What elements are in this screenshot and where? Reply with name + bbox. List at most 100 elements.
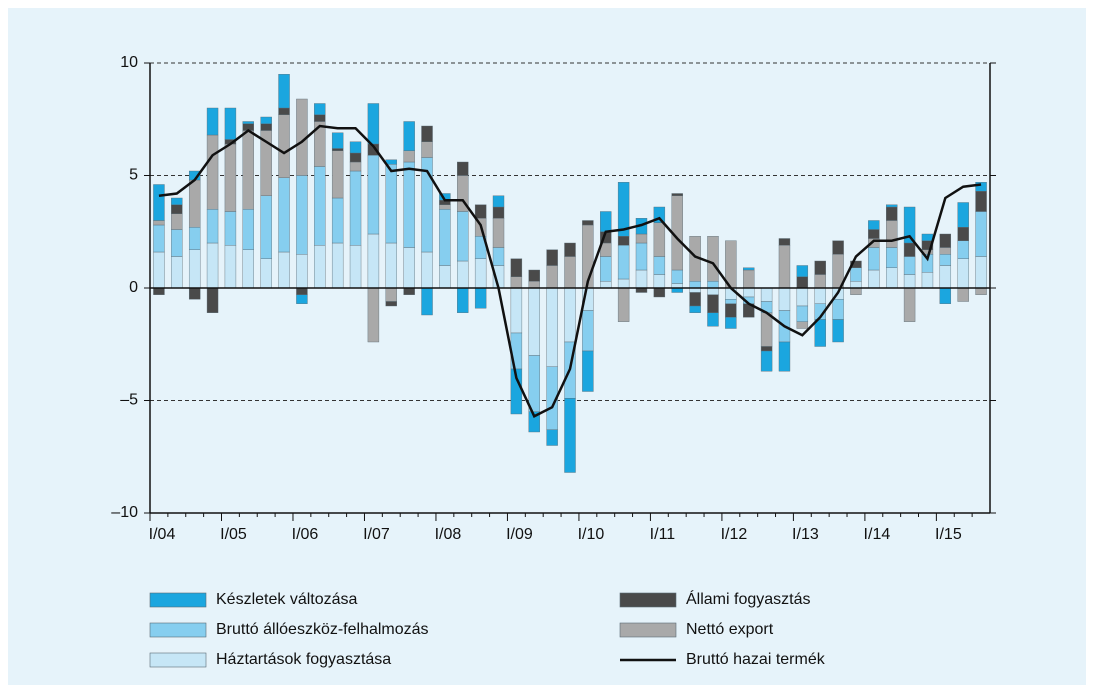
bar — [403, 121, 415, 151]
x-tick-label: I/10 — [578, 526, 605, 543]
bar — [153, 287, 165, 295]
bar — [707, 312, 719, 327]
legend-label: Bruttó hazai termék — [686, 651, 826, 668]
bar — [635, 269, 648, 289]
bar — [903, 206, 916, 244]
bar — [689, 281, 701, 289]
bar — [260, 195, 272, 259]
bar — [921, 233, 934, 241]
bar — [707, 236, 719, 282]
bar — [760, 350, 773, 372]
bar — [725, 303, 737, 318]
bar — [457, 161, 469, 176]
bar — [617, 245, 630, 280]
bar — [492, 247, 505, 266]
bar — [224, 245, 237, 289]
bar — [260, 258, 272, 289]
bar — [206, 242, 219, 289]
bar — [796, 321, 809, 329]
bar — [457, 211, 469, 262]
bar — [314, 114, 326, 122]
bar — [206, 287, 219, 313]
legend-label: Állami fogyasztás — [686, 589, 811, 608]
bar — [778, 238, 791, 246]
bar — [743, 269, 755, 289]
bar — [331, 242, 344, 289]
bar — [707, 287, 719, 295]
bar — [617, 278, 630, 289]
bar — [957, 240, 969, 259]
bar — [439, 204, 451, 210]
bar — [242, 130, 254, 210]
bar — [725, 287, 737, 300]
bar — [331, 150, 344, 199]
bar — [886, 220, 898, 248]
bar — [457, 287, 469, 313]
bar — [975, 211, 987, 257]
line — [158, 124, 982, 418]
bar — [421, 287, 433, 316]
bar — [421, 125, 433, 142]
legend-swatch — [619, 592, 677, 608]
bar — [188, 287, 201, 300]
bar — [492, 218, 505, 248]
bar — [653, 222, 666, 257]
bar — [385, 164, 397, 244]
bar — [546, 249, 558, 266]
bar — [760, 287, 773, 302]
bar — [171, 256, 183, 289]
bar — [957, 202, 969, 228]
bar — [582, 350, 594, 392]
bar — [439, 209, 451, 266]
bar — [600, 281, 612, 289]
x-tick-label: I/13 — [792, 526, 819, 543]
bar — [760, 346, 773, 352]
bar — [260, 123, 272, 131]
bar — [796, 287, 809, 307]
bar — [188, 227, 201, 250]
bar — [850, 260, 862, 268]
bar — [421, 251, 433, 289]
bar — [975, 256, 987, 289]
bar — [796, 305, 809, 322]
bar — [528, 287, 540, 356]
bar — [903, 242, 916, 257]
bar — [367, 287, 380, 343]
bar — [725, 299, 737, 304]
legend-swatch — [149, 592, 207, 608]
bar — [510, 276, 523, 289]
bar — [439, 265, 451, 289]
bar — [939, 265, 952, 289]
bar — [921, 272, 934, 289]
bar — [331, 197, 344, 244]
bar — [635, 233, 648, 244]
legend-label: Nettó export — [686, 621, 774, 638]
bar — [832, 319, 844, 343]
y-tick-label: –5 — [120, 392, 138, 409]
bar — [331, 132, 344, 149]
bar — [331, 148, 344, 151]
x-tick-label: I/12 — [721, 526, 748, 543]
bar — [635, 242, 648, 271]
bar — [153, 184, 165, 221]
bar — [296, 294, 308, 304]
x-tick-label: I/09 — [506, 526, 533, 543]
bar — [474, 204, 487, 219]
bar — [403, 287, 415, 295]
bar — [349, 141, 362, 154]
bar — [868, 229, 880, 239]
bar — [546, 265, 558, 289]
bar — [367, 233, 380, 289]
bar — [903, 274, 916, 289]
bar — [385, 242, 397, 289]
bar — [796, 276, 809, 289]
bar — [653, 206, 666, 223]
bar — [832, 240, 844, 255]
bar — [886, 206, 898, 221]
bar — [850, 287, 862, 295]
legend-label: Bruttó állóeszköz-felhalmozás — [216, 621, 429, 638]
bar — [403, 150, 415, 163]
bar — [939, 247, 952, 255]
bar — [707, 294, 719, 313]
bar — [528, 269, 540, 282]
